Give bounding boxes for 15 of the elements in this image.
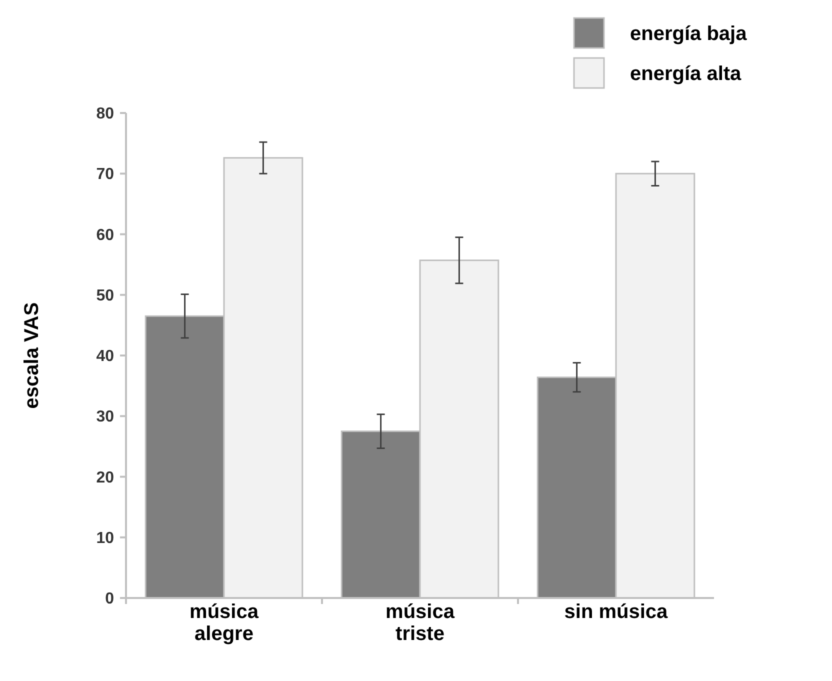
y-tick-label: 80 <box>96 106 114 123</box>
legend-label: energía baja <box>630 23 748 45</box>
x-tick-label: música triste <box>386 601 456 645</box>
y-tick-label: 20 <box>96 469 114 486</box>
y-tick-label: 50 <box>96 287 114 304</box>
legend-label: energía alta <box>630 63 742 85</box>
y-axis-title: escala VAS <box>21 302 43 409</box>
x-tick-label: sin música <box>564 601 669 623</box>
y-tick-label: 0 <box>105 590 114 608</box>
x-tick-label: música alegre <box>190 601 260 645</box>
y-tick-label: 60 <box>96 226 114 244</box>
y-tick-label: 10 <box>96 530 114 547</box>
y-tick-label: 40 <box>96 348 114 366</box>
y-tick-label: 30 <box>96 408 114 426</box>
y-tick-label: 70 <box>96 166 114 184</box>
